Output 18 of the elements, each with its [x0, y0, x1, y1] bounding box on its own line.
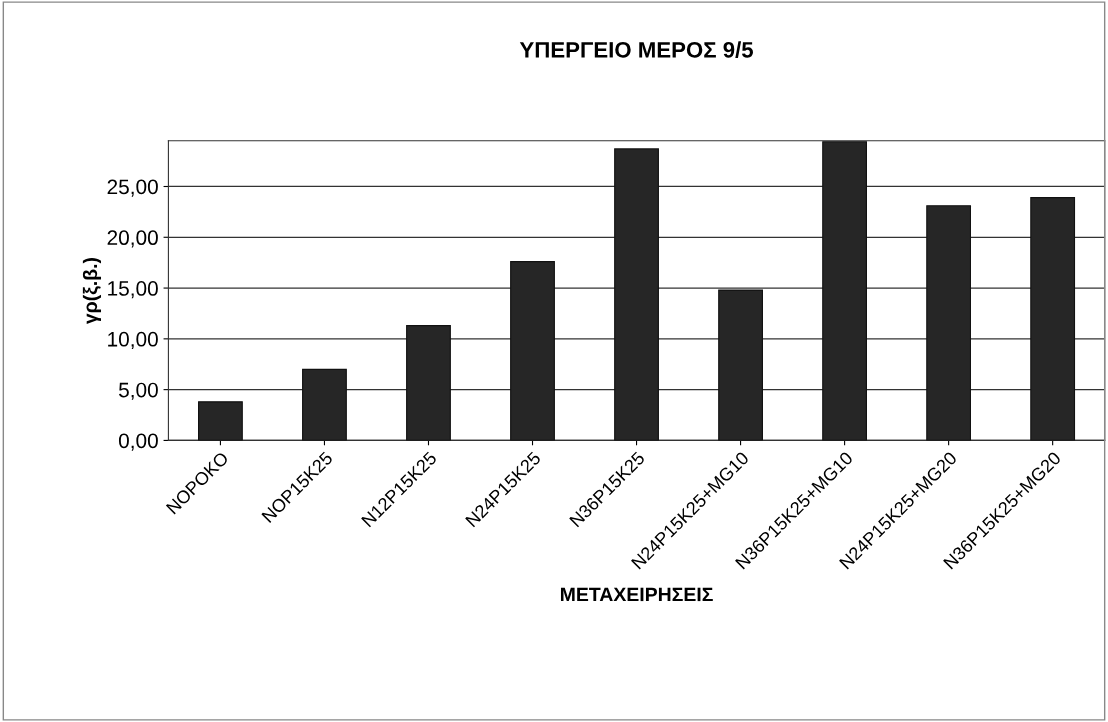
x-axis-title: ΜΕΤΑΧΕΙΡΗΣΕΙΣ [560, 587, 713, 602]
bar [406, 325, 451, 441]
bar [302, 368, 347, 441]
bar [822, 141, 868, 441]
y-tick-label: 25,00 [107, 179, 158, 197]
y-axis-title: γρ(ξ.β.) [82, 258, 102, 325]
y-tick-label: 20,00 [107, 230, 158, 248]
y-tick-label: 15,00 [108, 281, 158, 299]
bar [1030, 197, 1076, 441]
y-tick-label: 0,00 [118, 433, 158, 451]
bar [614, 148, 659, 441]
y-tick-label: 5,00 [118, 382, 158, 400]
chart-title: ΥΠΕΡΓΕΙΟ ΜΕΡΟΣ 9/5 [519, 41, 754, 58]
bar [718, 289, 763, 441]
bar [510, 261, 555, 441]
y-tick-label: 10,00 [108, 331, 158, 350]
bar [926, 205, 972, 441]
bar [198, 401, 243, 441]
